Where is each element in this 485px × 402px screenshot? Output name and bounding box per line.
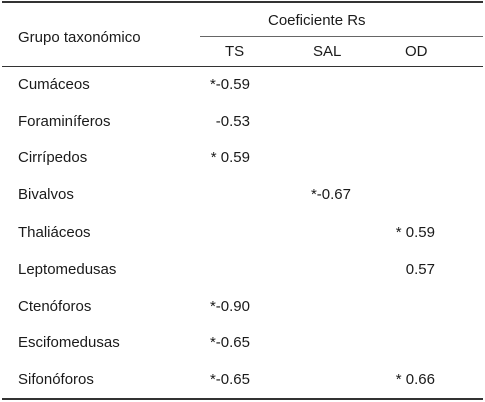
row-value-ts: -0.53 — [215, 113, 250, 130]
coefficient-subrule — [200, 36, 483, 37]
bottom-rule — [2, 398, 483, 400]
row-value-ts: *-0.65 — [209, 371, 250, 388]
header-coefficient-label: Coeficiente Rs — [268, 12, 366, 29]
row-value-sal: *-0.67 — [310, 186, 351, 203]
row-taxon: Cirrípedos — [18, 149, 88, 166]
header-group-label: Grupo taxonómico — [18, 29, 141, 46]
row-taxon: Foraminíferos — [18, 113, 111, 130]
row-taxon: Bivalvos — [18, 186, 74, 203]
header-rule — [2, 66, 483, 67]
header-col-od: OD — [405, 43, 428, 60]
row-taxon: Thaliáceos — [18, 224, 91, 241]
header-col-sal: SAL — [313, 43, 342, 60]
row-value-ts: *-0.65 — [209, 334, 250, 351]
header-col-ts: TS — [225, 43, 245, 60]
row-value-od: * 0.66 — [395, 371, 435, 388]
row-taxon: Sifonóforos — [18, 371, 94, 388]
top-rule — [2, 1, 483, 3]
row-taxon: Escifomedusas — [18, 334, 120, 351]
row-value-od: * 0.59 — [395, 224, 435, 241]
row-taxon: Ctenóforos — [18, 298, 92, 315]
row-value-od: 0.57 — [405, 261, 435, 278]
row-value-ts: *-0.59 — [209, 76, 250, 93]
row-taxon: Leptomedusas — [18, 261, 117, 278]
row-value-ts: *-0.90 — [209, 298, 250, 315]
row-value-ts: * 0.59 — [210, 149, 250, 166]
row-taxon: Cumáceos — [18, 76, 90, 93]
